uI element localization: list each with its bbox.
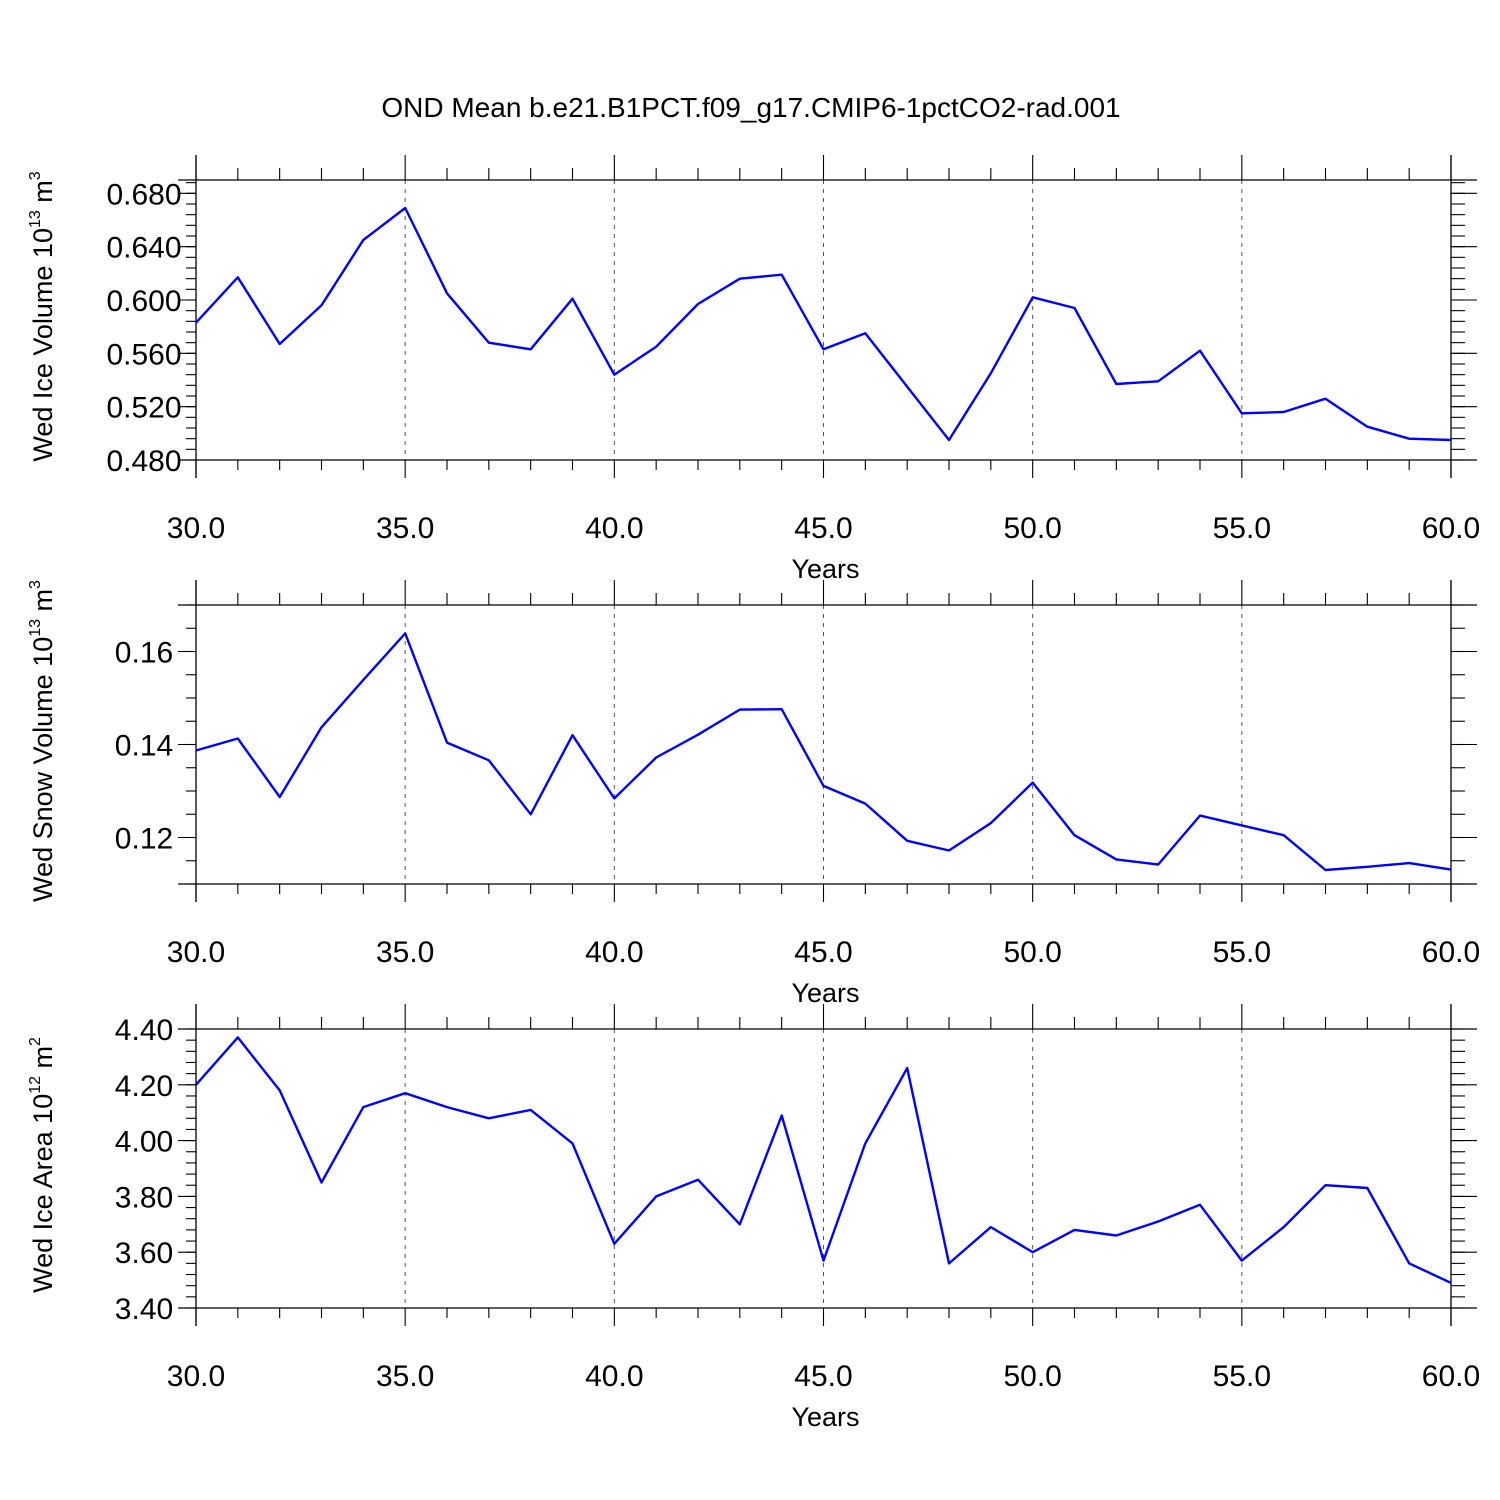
series-line-ice-area xyxy=(195,1036,1452,1284)
x-axis-label: Years xyxy=(791,554,859,584)
axis-frame xyxy=(178,1004,1477,1326)
x-tick-label: 45.0 xyxy=(794,936,852,969)
y-tick-label: 0.560 xyxy=(106,338,181,371)
y-tick-label: 0.640 xyxy=(106,232,181,265)
x-tick-label: 55.0 xyxy=(1213,936,1271,969)
chart-title: OND Mean b.e21.B1PCT.f09_g17.CMIP6-1pctC… xyxy=(381,92,1120,123)
axis-frame xyxy=(178,155,1477,478)
x-tick-label: 40.0 xyxy=(585,512,643,545)
y-axis-label: Wed Ice Volume 1013 m3 xyxy=(27,171,58,461)
x-axis-label: Years xyxy=(791,978,859,1008)
x-tick-label: 60.0 xyxy=(1422,936,1480,969)
x-tick-label: 55.0 xyxy=(1213,512,1271,545)
x-tick-label: 40.0 xyxy=(585,936,643,969)
panel-ice-volume: 30.0 35.0 40.0 45.0 50.0 55.0 60.0 0.480 0.520 0.… xyxy=(27,155,1480,584)
x-tick-label: 35.0 xyxy=(376,512,434,545)
y-tick-label: 0.480 xyxy=(106,445,181,478)
series-line-snow-volume xyxy=(195,632,1452,872)
y-tick-label: 3.80 xyxy=(115,1181,173,1214)
x-tick-label: 30.0 xyxy=(167,512,225,545)
y-tick-label: 4.00 xyxy=(115,1126,173,1159)
x-tick-label: 30.0 xyxy=(167,1360,225,1393)
panel-snow-volume: 30.0 35.0 40.0 45.0 50.0 55.0 60.0 0.12 0.14 0.16… xyxy=(27,580,1480,1008)
y-axis-label: Wed Snow Volume 1013 m3 xyxy=(27,580,58,902)
panel-ice-area: 30.0 35.0 40.0 45.0 50.0 55.0 60.0 3.40 3.60 3.80… xyxy=(27,1004,1480,1432)
x-tick-label: 50.0 xyxy=(1003,1360,1061,1393)
y-axis-label: Wed Ice Area 1012 m2 xyxy=(27,1037,58,1293)
x-tick-label: 35.0 xyxy=(376,1360,434,1393)
axis-frame xyxy=(178,580,1477,902)
x-tick-label: 45.0 xyxy=(794,1360,852,1393)
x-tick-label: 60.0 xyxy=(1422,1360,1480,1393)
x-tick-label: 50.0 xyxy=(1003,512,1061,545)
y-tick-label: 3.60 xyxy=(115,1237,173,1270)
y-tick-label: 3.40 xyxy=(115,1293,173,1326)
x-tick-label: 35.0 xyxy=(376,936,434,969)
y-tick-label: 0.14 xyxy=(115,730,173,763)
y-tick-label: 4.40 xyxy=(115,1014,173,1047)
x-tick-label: 30.0 xyxy=(167,936,225,969)
x-tick-label: 55.0 xyxy=(1213,1360,1271,1393)
y-tick-label: 0.600 xyxy=(106,285,181,318)
y-tick-label: 0.12 xyxy=(115,823,173,856)
y-tick-label: 4.20 xyxy=(115,1070,173,1103)
x-tick-label: 50.0 xyxy=(1003,936,1061,969)
x-tick-label: 40.0 xyxy=(585,1360,643,1393)
x-tick-label: 45.0 xyxy=(794,512,852,545)
x-axis-label: Years xyxy=(791,1402,859,1432)
y-tick-label: 0.16 xyxy=(115,637,173,670)
series-line-ice-volume xyxy=(195,206,1452,442)
x-tick-label: 60.0 xyxy=(1422,512,1480,545)
y-tick-label: 0.680 xyxy=(106,178,181,211)
y-tick-label: 0.520 xyxy=(106,392,181,425)
